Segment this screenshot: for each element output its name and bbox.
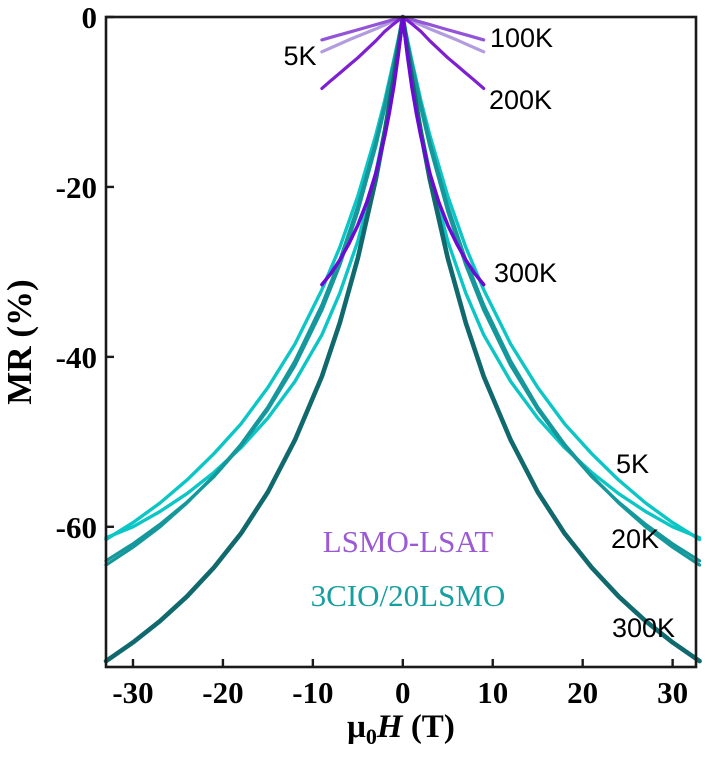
curve-3cio-20lsmo-5k-inner <box>104 15 702 540</box>
x-axis-title: μ0H (T) <box>347 709 455 749</box>
curve-3cio-20lsmo-20k-outer <box>104 15 702 567</box>
curve-label-lsmo-200k: 200K <box>489 85 552 115</box>
y-tick-label: -20 <box>56 170 97 205</box>
curve-3cio-20lsmo-20k-inner <box>104 15 702 563</box>
legend-lsmo-lsat: LSMO-LSAT <box>323 524 494 559</box>
curve-label-3cio-300k: 300K <box>612 613 675 643</box>
curve-label-lsmo-300k: 300K <box>494 258 557 288</box>
curve-label-lsmo-5k: 5K <box>283 41 316 71</box>
x-tick-label: 0 <box>395 675 411 710</box>
x-tick-label: 30 <box>657 675 688 710</box>
curve-label-3cio-5k: 5K <box>616 449 649 479</box>
y-axis-title: MR (%) <box>0 279 39 404</box>
y-tick-label: -40 <box>56 340 97 375</box>
x-tick-label: 20 <box>567 675 598 710</box>
curve-3cio-20lsmo-300k <box>103 14 702 664</box>
legend-3cio-20lsmo: 3CIO/20LSMO <box>311 578 506 613</box>
y-tick-label: -60 <box>56 510 97 545</box>
curve-3cio-20lsmo-5k-outer <box>104 15 702 542</box>
y-tick-label: 0 <box>82 0 98 35</box>
x-tick-label: 10 <box>477 675 508 710</box>
x-tick-label: -20 <box>202 675 243 710</box>
x-tick-label: -30 <box>112 675 153 710</box>
curve-label-3cio-20k: 20K <box>611 524 659 554</box>
curve-label-lsmo-100k: 100K <box>490 23 553 53</box>
plot-frame <box>104 15 698 669</box>
x-tick-label: -10 <box>292 675 333 710</box>
